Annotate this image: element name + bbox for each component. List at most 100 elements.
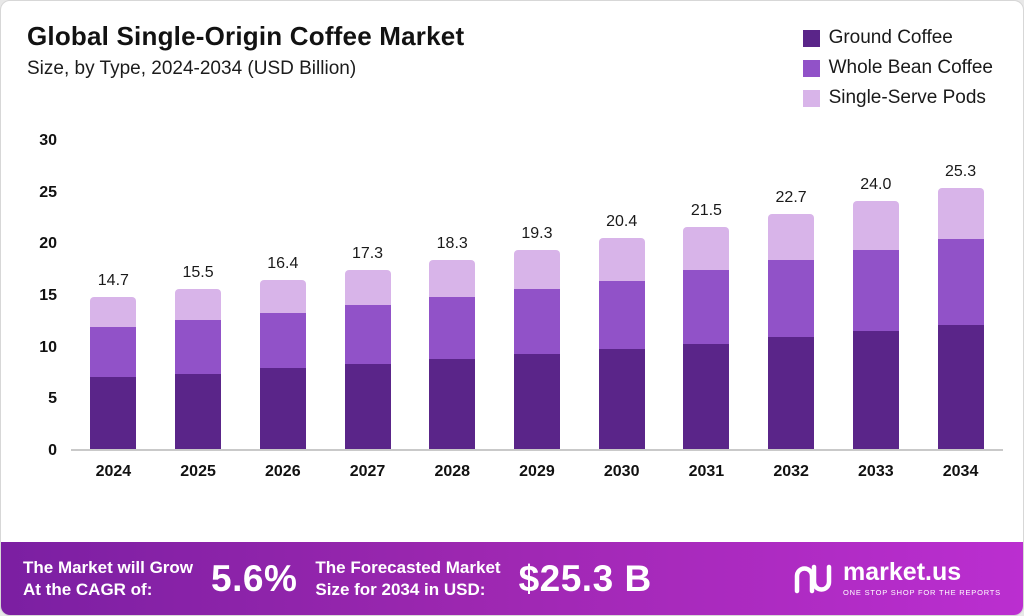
forecast-label: The Forecasted Market Size for 2034 in U… (315, 557, 500, 600)
forecast-value: $25.3 B (518, 557, 652, 599)
y-tick-label: 10 (39, 338, 57, 356)
stacked-bar-chart: 0 5 10 15 20 25 30 14.7 15.5 16.4 17.3 18.3 19.3 20.… (11, 132, 1003, 481)
bar-segment-single-serve-pods (90, 297, 137, 328)
stacked-bar (937, 187, 984, 449)
bar-group-2028: 18.3 (429, 234, 476, 449)
bar-group-2033: 24.0 (852, 176, 899, 449)
legend-label: Whole Bean Coffee (828, 57, 993, 78)
bar-segment-single-serve-pods (937, 187, 984, 240)
bar-segment-ground-coffee (90, 376, 137, 449)
bar-group-2025: 15.5 (175, 263, 222, 449)
bar-group-2032: 22.7 (768, 189, 815, 449)
total-label: 19.3 (521, 224, 553, 242)
bar-segment-whole-bean-coffee (513, 288, 560, 354)
bar-group-2027: 17.3 (344, 245, 391, 449)
cagr-value: 5.6% (211, 557, 298, 599)
total-label: 15.5 (182, 263, 214, 281)
y-tick-label: 15 (39, 287, 57, 304)
total-label: 25.3 (944, 162, 977, 180)
bar-segment-whole-bean-coffee (259, 312, 306, 369)
stacked-bar (90, 297, 137, 449)
total-label: 18.3 (436, 234, 468, 252)
total-label: 16.4 (267, 254, 299, 272)
bar-segment-single-serve-pods (175, 288, 222, 320)
legend-item-ground-coffee: Ground Coffee (802, 27, 993, 49)
forecast-label-line1: The Forecasted Market (315, 558, 501, 578)
total-label: 17.3 (351, 245, 384, 263)
x-axis-label: 2027 (349, 463, 386, 480)
x-axis-label: 2031 (688, 463, 725, 480)
page-subtitle: Size, by Type, 2024-2034 (USD Billion) (27, 58, 357, 79)
x-axis-label: 2026 (265, 463, 301, 480)
x-axis-label: 2033 (858, 463, 894, 480)
bar-segment-whole-bean-coffee (768, 259, 815, 338)
x-axis-label: 2029 (519, 463, 555, 480)
bar-segment-ground-coffee (768, 337, 815, 449)
stacked-bar (344, 270, 391, 449)
x-axis: 2024 2025 2026 2027 2028 2029 2030 2031 2032 2033… (71, 463, 1003, 481)
stacked-bar (598, 238, 645, 449)
stacked-bar (852, 201, 899, 449)
bar-segment-ground-coffee (937, 325, 984, 449)
total-label: 24.0 (860, 176, 892, 194)
bar-segment-ground-coffee (598, 348, 645, 449)
cagr-label-line2: At the CAGR of: (23, 579, 153, 599)
bar-segment-ground-coffee (259, 368, 306, 449)
x-axis-label: 2028 (434, 463, 471, 480)
stacked-bar (513, 249, 560, 449)
y-tick-label: 0 (48, 442, 57, 459)
bar-segment-single-serve-pods (768, 214, 815, 260)
bar-segment-whole-bean-coffee (429, 297, 476, 360)
bar-segment-single-serve-pods (683, 226, 730, 271)
bar-segment-ground-coffee (513, 353, 560, 449)
footer-banner: The Market will Grow At the CAGR of: 5.6… (1, 542, 1023, 615)
y-tick-label: 20 (39, 235, 57, 253)
cagr-label-line1: The Market will Grow (23, 558, 194, 578)
page-title: Global Single-Origin Coffee Market (27, 21, 465, 51)
forecast-label-line2: Size for 2034 in USD: (315, 579, 486, 599)
bar-segment-whole-bean-coffee (683, 270, 730, 344)
bar-segment-single-serve-pods (259, 279, 306, 313)
market-us-logo-icon (794, 564, 832, 593)
x-axis-label: 2032 (773, 463, 809, 480)
chart-legend: Ground Coffee Whole Bean Coffee Single-Ser… (802, 27, 993, 109)
legend-label: Ground Coffee (828, 27, 953, 48)
legend-item-single-serve-pods: Single-Serve Pods (802, 87, 993, 109)
bar-group-2034: 25.3 (937, 162, 984, 449)
stacked-bar (429, 259, 476, 449)
legend-swatch-single-serve-pods (802, 89, 820, 107)
bar-segment-ground-coffee (344, 364, 391, 449)
total-label: 21.5 (690, 201, 722, 219)
legend-label: Single-Serve Pods (828, 87, 986, 108)
legend-item-whole-bean-coffee: Whole Bean Coffee (802, 57, 993, 79)
legend-swatch-ground-coffee (802, 29, 820, 47)
bar-group-2030: 20.4 (598, 213, 645, 449)
stacked-bar (768, 214, 815, 449)
bar-segment-whole-bean-coffee (344, 305, 391, 365)
bar-segment-whole-bean-coffee (175, 319, 222, 374)
bar-segment-whole-bean-coffee (598, 280, 645, 349)
bar-group-2024: 14.7 (90, 272, 137, 449)
x-axis-label: 2030 (603, 463, 640, 480)
y-tick-label: 25 (39, 183, 57, 201)
brand-lockup: market.us One Stop Shop For The Reports (793, 560, 1001, 597)
stacked-bar (259, 279, 306, 449)
bar-group-2029: 19.3 (513, 224, 560, 449)
legend-swatch-whole-bean-coffee (802, 59, 820, 77)
bar-segment-whole-bean-coffee (937, 239, 984, 325)
x-axis-label: 2034 (942, 463, 979, 480)
total-label: 20.4 (606, 213, 638, 231)
x-axis-label: 2025 (180, 463, 216, 480)
cagr-label: The Market will Grow At the CAGR of: (23, 557, 193, 600)
stacked-bar (175, 288, 222, 449)
x-axis-label: 2024 (95, 463, 132, 480)
bar-segment-whole-bean-coffee (852, 249, 899, 332)
bar-segment-single-serve-pods (852, 201, 899, 250)
brand-tagline: One Stop Shop For The Reports (843, 588, 1001, 597)
bar-segment-single-serve-pods (598, 238, 645, 281)
bar-segment-ground-coffee (175, 373, 222, 449)
total-label: 22.7 (775, 189, 807, 207)
y-axis: 0 5 10 15 20 25 30 (11, 132, 71, 459)
bar-segment-ground-coffee (683, 343, 730, 449)
